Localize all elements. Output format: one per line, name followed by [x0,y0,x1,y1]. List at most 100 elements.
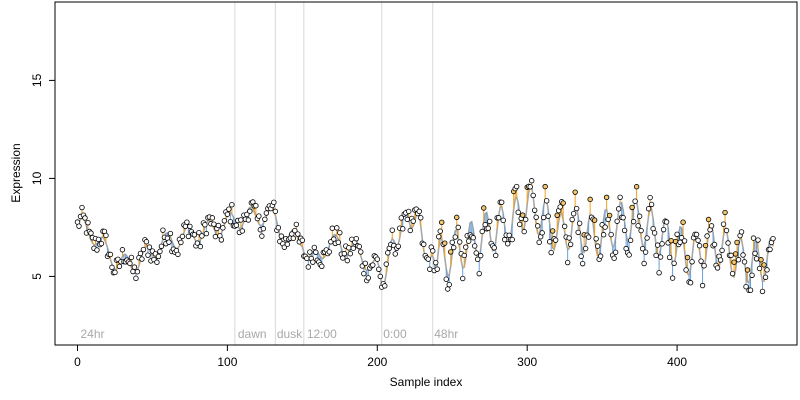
data-point [437,228,443,234]
data-point [756,265,763,272]
data-point [668,237,674,244]
segment-label: dusk [277,327,303,341]
data-point [593,236,599,242]
x-tick-label: 300 [517,355,537,369]
data-point [239,228,246,234]
data-point [460,275,466,282]
data-point [178,239,184,246]
data-point [749,272,755,278]
data-point [262,216,268,222]
data-point [478,252,484,259]
data-point [741,259,748,265]
data-point [493,252,499,259]
data-point [377,273,383,280]
data-point [540,214,547,221]
data-point [639,245,646,252]
data-point [633,184,640,190]
data-point [719,247,725,254]
data-point [82,215,88,221]
data-point [326,249,333,255]
data-point [451,244,457,251]
data-point [680,219,686,225]
data-point [566,235,572,241]
data-point [635,223,641,229]
data-point [632,198,638,204]
data-point [116,263,123,270]
data-point [660,226,667,233]
data-point [516,221,523,228]
x-tick-label: 100 [217,355,237,369]
data-point [552,237,559,243]
data-point [642,249,649,255]
data-point [603,194,610,201]
data-point [329,225,336,231]
data-point [404,216,410,223]
y-tick-label: 5 [30,273,44,280]
data-point [651,230,658,236]
data-point [539,230,545,236]
data-point [160,227,166,233]
data-point [644,235,650,241]
data-point [331,236,337,242]
data-point [85,219,91,226]
data-point [448,249,454,255]
data-point [734,239,740,246]
data-point [256,213,262,219]
data-point [131,264,138,270]
data-point [434,266,440,272]
data-point [659,241,665,247]
data-point [224,211,231,217]
data-point [194,240,201,246]
data-point [519,212,526,218]
data-point [627,237,634,244]
x-tick-label: 400 [667,355,687,369]
data-point [521,228,527,235]
data-point [245,217,252,223]
data-point [94,247,100,253]
data-point [389,227,395,233]
data-point [175,251,181,258]
data-point [215,222,222,229]
data-point [582,245,589,252]
data-point [461,252,467,259]
data-point [750,235,757,241]
data-point [275,224,282,231]
data-point [358,249,364,255]
data-point [166,239,172,245]
data-point [621,227,628,234]
data-point [229,201,235,208]
data-point [470,235,476,241]
data-point [304,255,310,262]
data-point [442,240,448,246]
data-point [650,225,656,232]
data-point [542,183,548,190]
data-point [487,218,493,225]
data-point [334,225,340,231]
data-point [677,239,683,246]
data-point [187,223,193,230]
data-point [418,215,424,221]
data-point [671,260,677,267]
data-point [263,210,270,216]
data-point [530,192,536,199]
data-point [221,218,228,224]
data-point [546,239,553,245]
data-point [608,231,614,238]
data-point [687,280,694,286]
data-point [600,232,607,238]
data-point [522,216,529,223]
data-point [729,270,736,277]
data-point [513,183,520,190]
data-point [436,233,442,240]
data-point [689,259,695,265]
data-points [74,178,776,295]
data-point [244,211,250,218]
data-point [385,250,391,256]
data-point [708,223,715,229]
data-point [666,254,673,261]
data-point [455,224,461,231]
data-point [656,270,662,276]
data-point [678,235,685,241]
data-point [528,178,535,184]
data-point [362,260,368,266]
